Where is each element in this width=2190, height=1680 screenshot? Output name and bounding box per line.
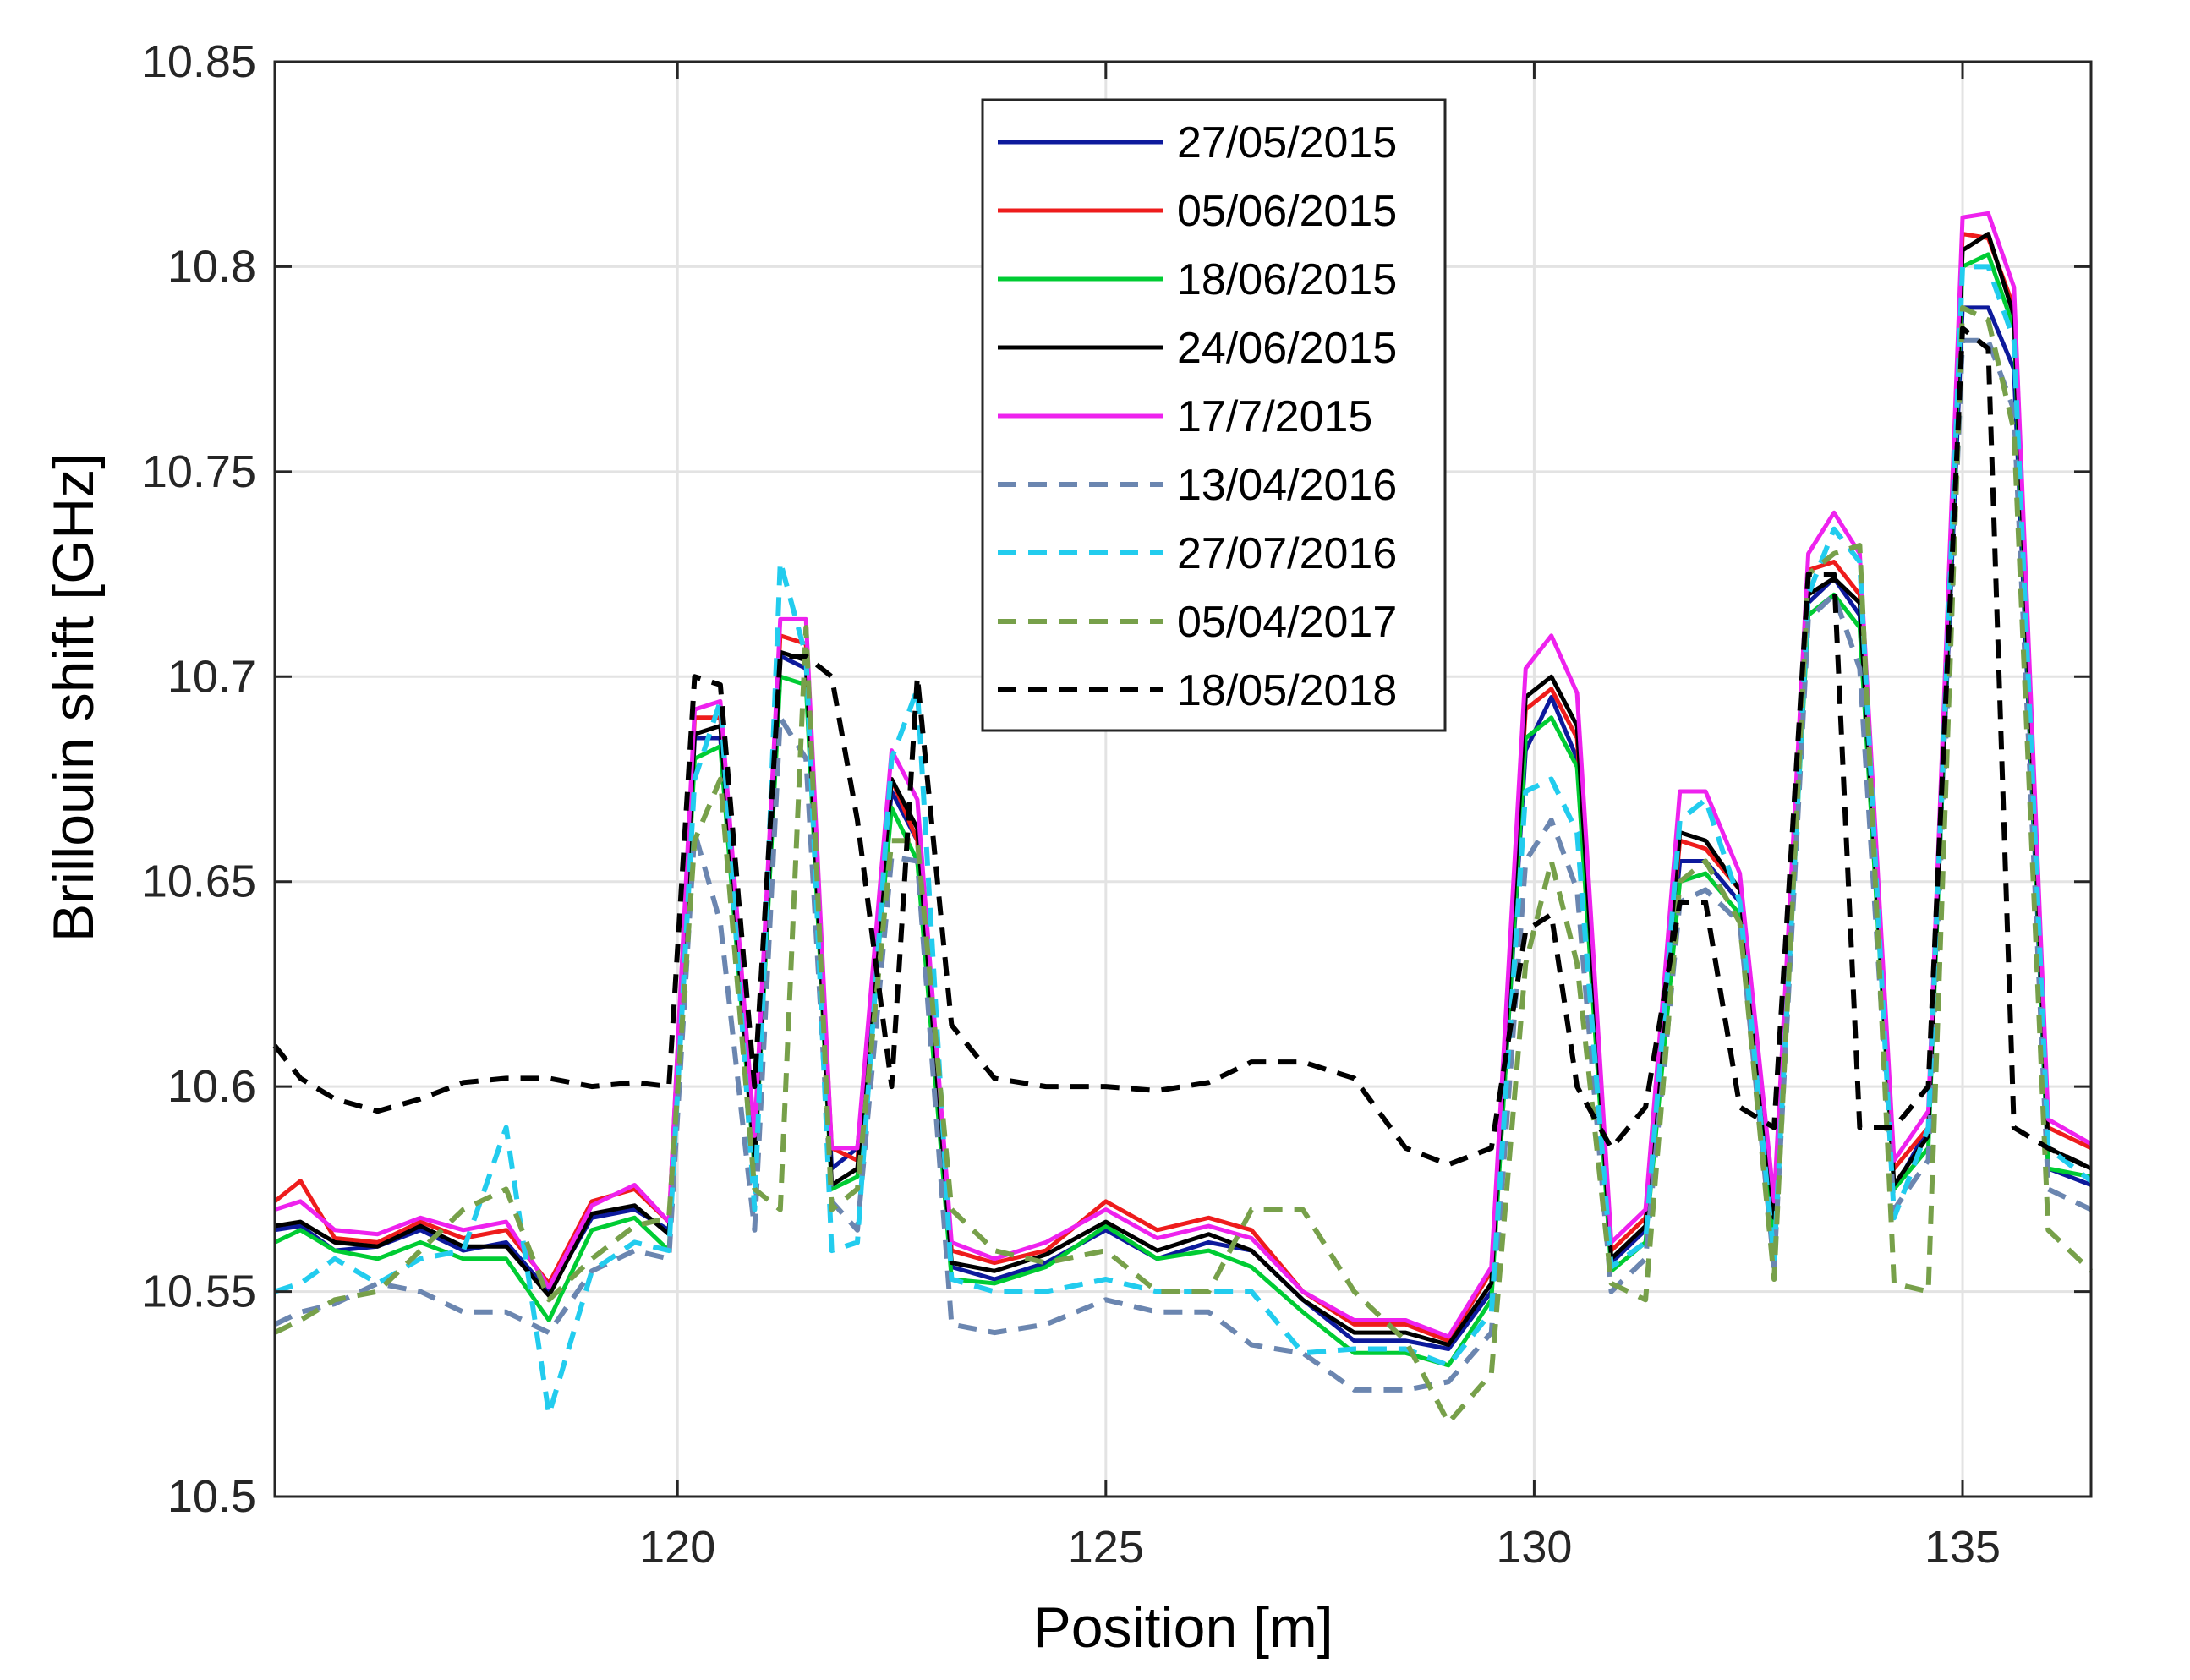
- legend-label-9: 18/05/2018: [1177, 666, 1397, 715]
- series-line-7: [274, 264, 2093, 1417]
- legend-entries: 27/05/2015 05/06/2015 18/06/2015 24/06/2015…: [998, 118, 1397, 715]
- axis-ticks: 120 125 130 135 10.5 10.55 10.6 10.65 10.7 10.75 1…: [142, 36, 2091, 1573]
- legend-label-5: 17/7/2015: [1177, 392, 1372, 441]
- legend-label-3: 18/06/2015: [1177, 255, 1397, 304]
- y-tick-label: 10.7: [167, 651, 256, 702]
- series-line-9: [272, 326, 2093, 1171]
- legend-label-2: 05/06/2015: [1177, 187, 1397, 236]
- legend-label-8: 05/04/2017: [1177, 598, 1397, 647]
- y-axis-label: Brillouin shift [GHz]: [41, 453, 106, 942]
- y-tick-label: 10.65: [142, 856, 256, 907]
- series-line-8: [273, 304, 2094, 1426]
- y-tick-label: 10.6: [167, 1061, 256, 1112]
- legend-label-7: 27/07/2016: [1177, 529, 1397, 578]
- y-tick-label: 10.75: [142, 446, 256, 497]
- y-tick-label: 10.5: [167, 1471, 256, 1522]
- x-tick-label: 130: [1496, 1522, 1572, 1573]
- x-tick-label: 125: [1068, 1522, 1144, 1573]
- series-line-5: [274, 211, 2093, 1339]
- series-line-1: [274, 305, 2092, 1351]
- series-line-4: [274, 232, 2093, 1348]
- legend: 27/05/2015 05/06/2015 18/06/2015 24/06/2015…: [981, 98, 1447, 732]
- y-tick-label: 10.8: [167, 241, 256, 292]
- legend-label-6: 13/04/2016: [1177, 461, 1397, 510]
- x-axis-label: Position [m]: [1032, 1595, 1333, 1660]
- series-lines: [272, 211, 2094, 1426]
- plot-frame: [273, 60, 2093, 1498]
- y-tick-label: 10.85: [142, 36, 256, 87]
- legend-label-1: 27/05/2015: [1177, 118, 1397, 167]
- x-tick-label: 135: [1924, 1522, 2001, 1573]
- x-tick-label: 120: [639, 1522, 715, 1573]
- legend-label-4: 24/06/2015: [1177, 324, 1397, 373]
- y-tick-label: 10.55: [142, 1267, 256, 1317]
